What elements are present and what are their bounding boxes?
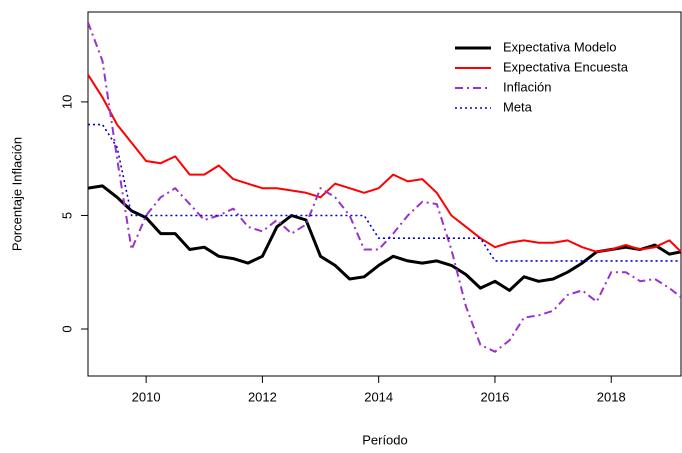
plot-frame [87,11,682,377]
series-line [88,184,681,292]
y-axis-label: Porcentaje Inflación [9,137,24,251]
legend-label: Meta [503,99,533,114]
series-line [88,74,681,253]
x-tick-label: 2016 [480,389,509,404]
legend-label: Inflación [503,79,551,94]
series-line [88,22,681,353]
x-axis-label: Período [362,432,408,447]
legend-label: Expectativa Encuesta [503,59,629,74]
legend-label: Expectativa Modelo [503,39,616,54]
x-tick-label: 2018 [597,389,626,404]
y-tick-label: 5 [59,212,74,219]
x-tick-label: 2012 [248,389,277,404]
x-tick-label: 2014 [364,389,393,404]
y-tick-label: 10 [59,95,74,109]
y-tick-label: 0 [59,325,74,332]
x-tick-label: 2010 [132,389,161,404]
series-line [88,123,681,262]
